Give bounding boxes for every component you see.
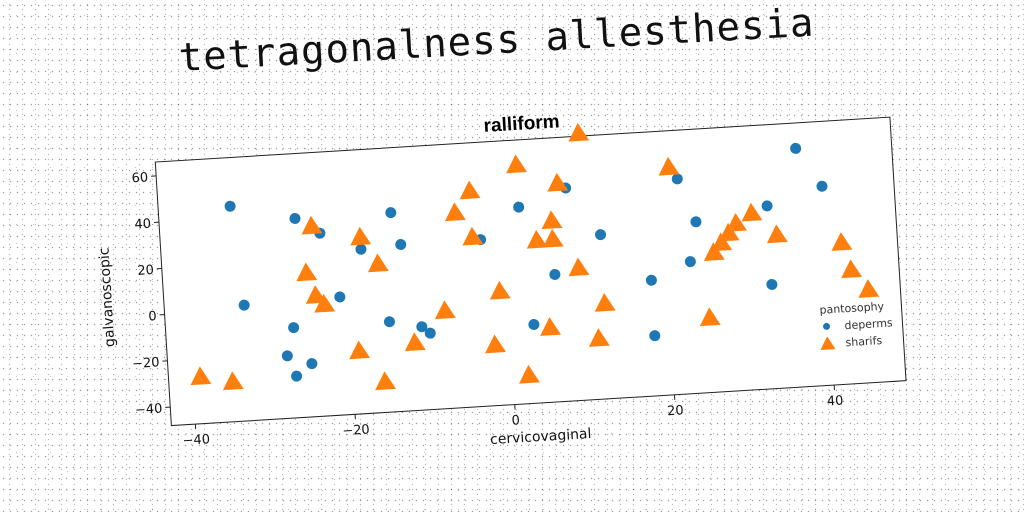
data-point-deperms [766,278,778,290]
data-point-sharifs [301,215,323,235]
data-point-sharifs [526,229,548,249]
data-point-sharifs [375,371,397,391]
data-point-sharifs [350,226,372,246]
data-point-deperms [513,201,525,213]
data-point-deperms [684,256,696,268]
plot-group: −40 −20 0 20 40 −40 −20 0 20 40 60 ralliform cerv… [96,111,907,449]
x-axis-label: cervicovaginal [490,426,592,448]
y-axis-label: galvanoscopic [96,247,118,347]
data-point-sharifs [519,364,540,384]
data-point-sharifs [190,366,212,386]
data-point-deperms [645,274,657,286]
legend-marker-deperms [823,322,831,330]
data-point-sharifs [434,300,456,320]
data-point-deperms [291,370,303,382]
data-point-sharifs [718,222,740,242]
data-point-sharifs [711,232,733,252]
data-point-sharifs [568,122,590,142]
x-tick-label: 40 [826,394,843,410]
data-point-deperms [690,216,702,228]
data-point-sharifs [858,279,880,298]
data-point-deperms [649,330,661,342]
data-point-sharifs [547,172,569,192]
data-point-sharifs [444,202,466,222]
legend: pantosophy deperms sharifs [819,300,893,351]
legend-marker-sharifs [820,336,836,351]
data-point-deperms [395,238,407,250]
data-point-sharifs [726,213,748,232]
data-point-sharifs [542,228,564,248]
legend-label-sharifs: sharifs [845,334,883,349]
data-point-deperms [289,212,301,224]
x-tick-label: 0 [511,413,520,428]
data-point-sharifs [658,156,680,176]
plot-frame [154,116,907,427]
data-point-sharifs [296,262,318,282]
y-tick-label: 40 [134,217,151,233]
data-point-sharifs [588,328,610,347]
data-point-deperms [416,321,428,333]
data-point-sharifs [699,307,721,327]
y-tick-label: 0 [148,309,157,324]
x-axis: −40 −20 0 20 40 [182,385,844,449]
legend-label-deperms: deperms [844,316,893,332]
data-point-sharifs [485,334,506,354]
data-point-sharifs [741,202,763,222]
data-point-deperms [334,291,346,303]
data-point-deperms [595,229,607,241]
data-point-sharifs [506,154,528,174]
data-marks [190,122,880,391]
data-point-deperms [528,319,540,331]
data-point-deperms [671,173,683,185]
data-point-deperms [281,350,293,362]
y-tick-label: 20 [137,263,154,279]
legend-title: pantosophy [819,300,885,317]
data-point-deperms [761,200,773,212]
data-point-sharifs [489,280,511,300]
data-point-sharifs [462,226,484,246]
data-point-sharifs [568,257,590,277]
y-tick-label: 60 [131,170,148,186]
data-point-deperms [224,200,236,212]
data-point-sharifs [222,371,244,391]
data-point-deperms [424,327,436,339]
data-point-deperms [790,142,802,154]
data-point-sharifs [831,232,853,251]
data-point-sharifs [459,180,481,200]
data-point-deperms [306,358,318,370]
y-tick-label: −20 [132,355,160,372]
y-axis: −40 −20 0 20 40 60 [131,170,171,419]
data-point-deperms [238,299,250,311]
data-point-deperms [355,243,367,255]
data-point-deperms [385,207,397,219]
data-point-sharifs [367,253,389,273]
data-point-deperms [383,316,395,328]
x-tick-label: 20 [667,403,684,419]
data-point-sharifs [404,332,426,352]
data-point-deperms [549,269,561,281]
data-point-sharifs [766,224,788,244]
x-tick-label: −40 [182,432,210,449]
data-point-sharifs [594,292,616,312]
chart-title: ralliform [483,111,560,137]
data-point-sharifs [703,242,725,261]
data-point-deperms [816,180,828,192]
data-point-sharifs [541,210,563,230]
data-point-sharifs [841,259,863,279]
y-tick-label: −40 [135,402,163,419]
data-point-deperms [288,322,300,334]
data-point-sharifs [349,340,371,360]
data-point-sharifs [540,317,562,336]
x-tick-label: −20 [342,422,370,439]
data-point-sharifs [314,293,336,313]
